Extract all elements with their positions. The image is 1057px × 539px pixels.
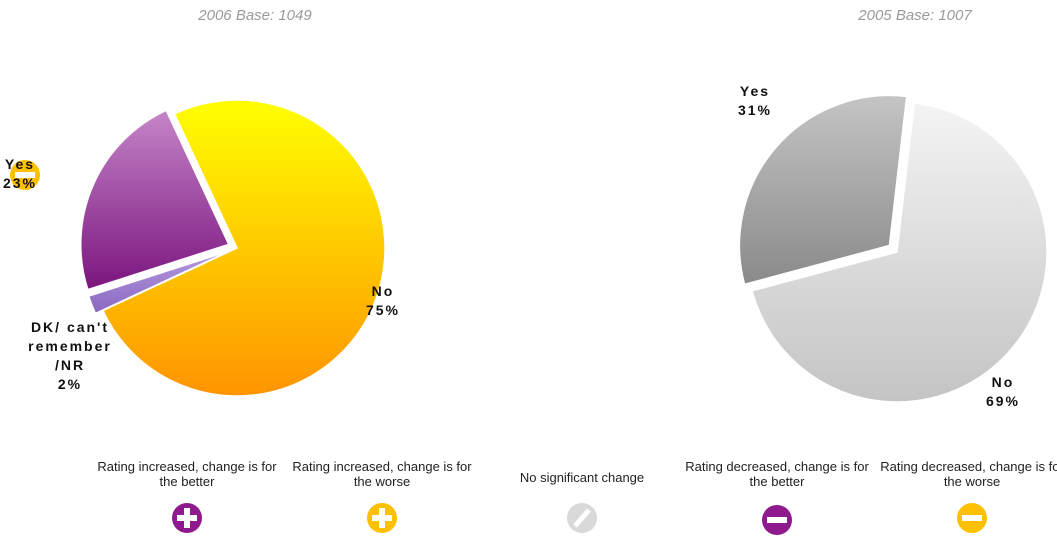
pie-slice (751, 102, 1048, 403)
slice-label: Yes 31% (700, 82, 810, 120)
category-label: DK/ can't remember /NR (28, 319, 112, 373)
value-label: 75% (365, 302, 401, 318)
chart-title: 2005 Base: 1007 (858, 7, 972, 24)
legend-label: Rating decreased, change is for the bett… (685, 459, 869, 489)
pie-slice (101, 99, 386, 397)
legend-label: Rating increased, change is for the bett… (97, 459, 277, 489)
plus-icon (172, 503, 202, 533)
legend-label: No significant change (519, 470, 645, 485)
value-label: 2% (57, 376, 83, 392)
slash-icon (567, 503, 597, 533)
pie-slice (738, 94, 908, 286)
value-label: 69% (985, 393, 1021, 409)
slice-label: No 75% (328, 282, 438, 320)
minus-icon (957, 503, 987, 533)
value-label: 31% (737, 102, 773, 118)
minus-icon (762, 505, 792, 535)
minus-icon (10, 160, 40, 190)
pie-slice (87, 250, 230, 315)
value-label: 23% (2, 175, 38, 191)
legend-label: Rating increased, change is for the wors… (292, 459, 472, 489)
slice-label: DK/ can't remember /NR 2% (15, 318, 125, 394)
pie-slice (80, 109, 230, 291)
category-label: Yes (4, 156, 36, 172)
slice-label: No 69% (948, 373, 1057, 411)
chart-title: 2006 Base: 1049 (198, 7, 312, 24)
plus-icon (367, 503, 397, 533)
slice-label: Yes 23% (0, 155, 75, 193)
category-label: No (991, 374, 1015, 390)
category-label: No (371, 283, 395, 299)
category-label: Yes (739, 83, 771, 99)
legend-label: Rating decreased, change is for the wors… (880, 459, 1057, 489)
